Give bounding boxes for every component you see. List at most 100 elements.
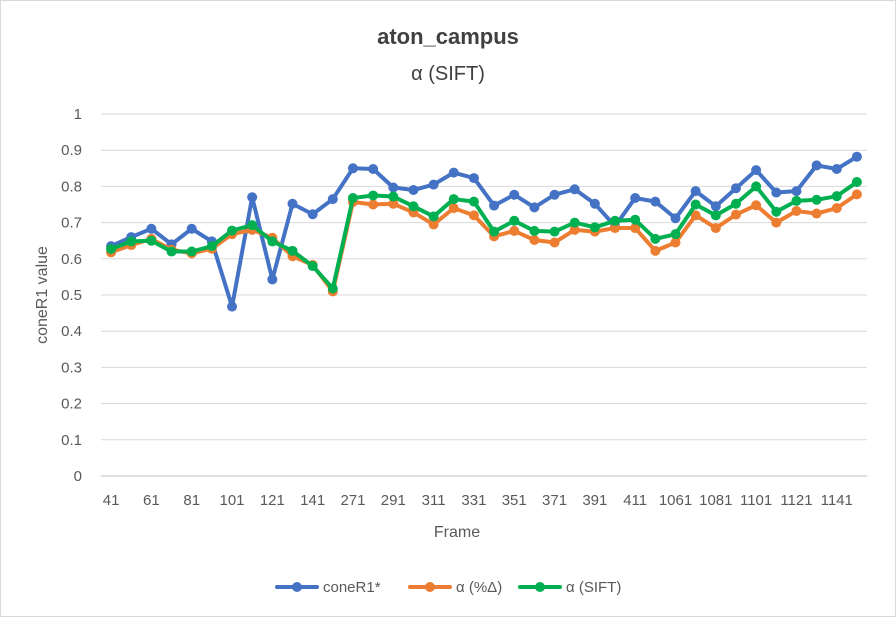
- data-point: [146, 235, 157, 246]
- x-tick-label: 371: [542, 492, 567, 509]
- data-point: [730, 183, 741, 194]
- x-tick-label: 411: [623, 492, 647, 509]
- data-point: [670, 237, 681, 248]
- y-tick-label: 1: [74, 106, 82, 123]
- x-tick-label: 291: [381, 492, 406, 509]
- x-tick-label: 81: [183, 492, 200, 509]
- data-point: [186, 246, 197, 257]
- data-point: [347, 192, 358, 203]
- data-point: [468, 173, 479, 184]
- data-point: [851, 151, 862, 162]
- data-point: [489, 226, 500, 237]
- x-tick-label: 121: [260, 492, 285, 509]
- data-point: [791, 206, 802, 217]
- data-point: [166, 246, 177, 257]
- x-axis-label: Frame: [434, 524, 480, 541]
- data-point: [388, 182, 399, 193]
- data-point: [247, 220, 258, 231]
- data-point: [126, 236, 137, 247]
- data-point: [811, 208, 822, 219]
- y-tick-label: 0: [74, 468, 82, 485]
- x-tick-label: 1081: [699, 492, 732, 509]
- data-point: [851, 189, 862, 200]
- series-lines: [106, 151, 862, 312]
- data-point: [267, 236, 278, 247]
- data-point: [569, 224, 580, 235]
- data-point: [851, 177, 862, 188]
- data-point: [347, 163, 358, 174]
- legend-label: α (SIFT): [566, 579, 621, 596]
- data-point: [811, 160, 822, 171]
- data-point: [468, 210, 479, 221]
- x-tick-label: 101: [220, 492, 245, 509]
- y-tick-label: 0.3: [61, 359, 82, 376]
- data-point: [428, 179, 439, 190]
- legend-label: coneR1*: [323, 579, 381, 596]
- data-point: [690, 186, 701, 197]
- data-point: [690, 199, 701, 210]
- data-point: [388, 191, 399, 202]
- data-point: [529, 234, 540, 245]
- x-tick-label: 1121: [780, 492, 812, 509]
- data-point: [509, 215, 520, 226]
- data-point: [428, 219, 439, 230]
- data-point: [710, 201, 721, 212]
- data-point: [206, 241, 217, 252]
- data-point: [247, 192, 258, 203]
- data-point: [771, 187, 782, 198]
- data-point: [630, 214, 641, 225]
- data-point: [146, 223, 157, 234]
- data-point: [650, 233, 661, 244]
- x-tick-label: 351: [502, 492, 527, 509]
- data-point: [448, 167, 459, 178]
- data-point: [831, 191, 842, 202]
- data-point: [468, 196, 479, 207]
- legend: coneR1* α (%Δ) α (SIFT): [275, 579, 621, 596]
- data-point: [307, 209, 318, 220]
- x-tick-label: 331: [461, 492, 486, 509]
- chart-subtitle: α (SIFT): [411, 63, 485, 85]
- legend-item: α (%Δ): [408, 579, 502, 596]
- legend-marker: [292, 582, 302, 592]
- data-point: [751, 165, 762, 176]
- data-point: [569, 217, 580, 228]
- data-point: [811, 194, 822, 205]
- series-line: [109, 154, 859, 309]
- y-tick-label: 0.6: [61, 251, 82, 268]
- chart-title: aton_campus: [377, 24, 519, 49]
- data-point: [751, 181, 762, 192]
- series-coneR1*: [106, 151, 862, 312]
- data-point: [529, 202, 540, 213]
- y-axis-label: coneR1 value: [34, 246, 51, 344]
- data-point: [771, 217, 782, 228]
- data-point: [428, 211, 439, 222]
- data-point: [327, 194, 338, 205]
- legend-item: α (SIFT): [518, 579, 621, 596]
- data-point: [589, 198, 600, 209]
- data-point: [408, 201, 419, 212]
- data-point: [589, 222, 600, 233]
- data-point: [771, 206, 782, 217]
- x-tick-label: 1141: [821, 492, 853, 509]
- y-tick-label: 0.1: [61, 432, 82, 449]
- data-point: [791, 195, 802, 206]
- data-point: [650, 196, 661, 207]
- data-point: [630, 223, 641, 234]
- x-tick-label: 271: [340, 492, 365, 509]
- data-point: [388, 198, 399, 209]
- data-point: [670, 229, 681, 240]
- data-point: [791, 186, 802, 197]
- x-axis-ticks: 41 61 81 101 121 141 271 291 311 331 351 371 391 411 1…: [103, 492, 853, 509]
- data-point: [730, 209, 741, 220]
- y-tick-label: 0.4: [61, 323, 82, 340]
- legend-item: coneR1*: [275, 579, 381, 596]
- y-axis-ticks: 0 0.1 0.2 0.3 0.4 0.5 0.6 0.7 0.8 0.9 1: [61, 106, 82, 485]
- data-point: [549, 189, 560, 200]
- data-point: [227, 301, 238, 312]
- data-point: [106, 244, 117, 255]
- data-point: [509, 189, 520, 200]
- data-point: [287, 198, 298, 209]
- data-point: [368, 164, 379, 175]
